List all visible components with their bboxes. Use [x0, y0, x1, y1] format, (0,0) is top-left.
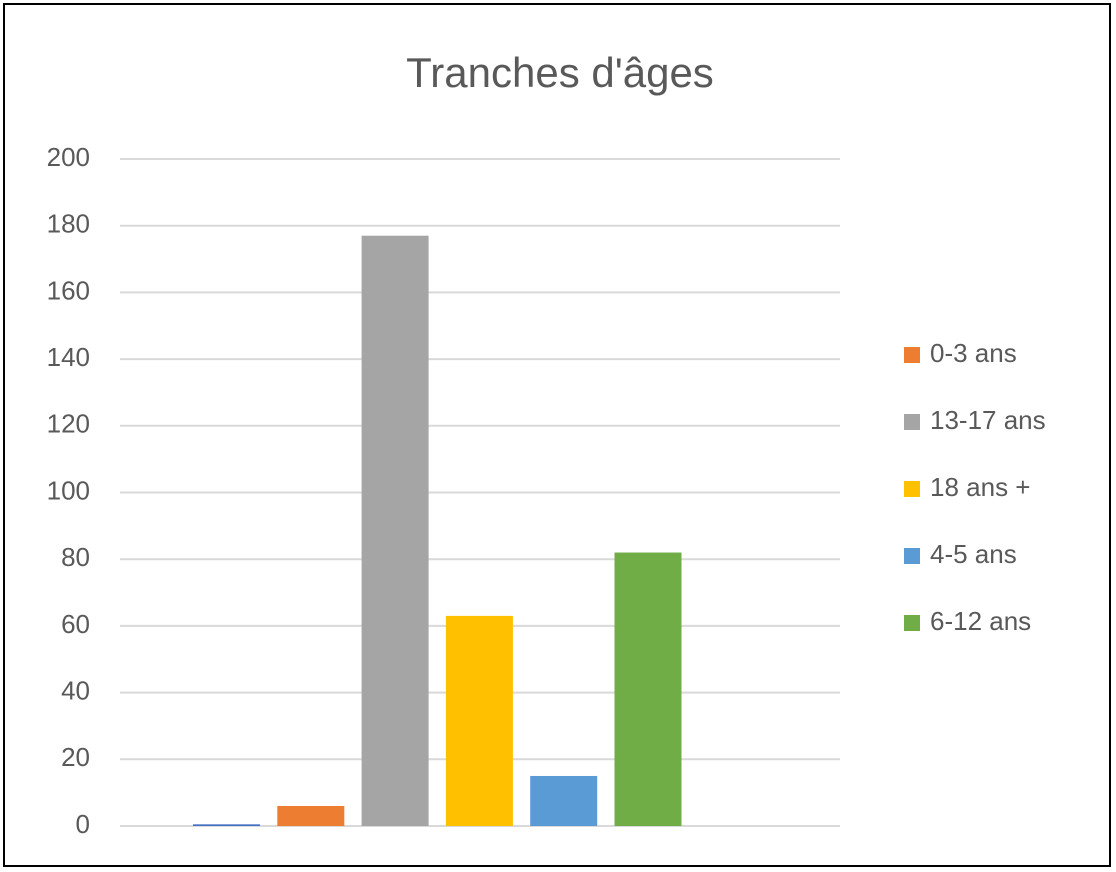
legend-swatch: [904, 347, 920, 363]
legend-label: 13-17 ans: [930, 405, 1046, 435]
y-tick-label: 180: [47, 209, 90, 239]
y-tick-label: 20: [61, 742, 90, 772]
bar: [277, 805, 345, 826]
y-tick-label: 0: [76, 809, 90, 839]
legend-swatch: [904, 481, 920, 497]
bar: [193, 824, 260, 826]
legend-swatch: [904, 414, 920, 430]
legend-label: 18 ans +: [930, 472, 1030, 502]
legend-swatch: [904, 615, 920, 631]
y-tick-label: 120: [47, 409, 90, 439]
bar: [614, 552, 682, 826]
legend-label: 0-3 ans: [930, 338, 1017, 368]
bar: [530, 775, 598, 826]
y-tick-label: 40: [61, 675, 90, 705]
y-tick-label: 160: [47, 275, 90, 305]
legend-label: 6-12 ans: [930, 606, 1031, 636]
legend-swatch: [904, 548, 920, 564]
y-tick-label: 80: [61, 542, 90, 572]
bar: [445, 615, 513, 826]
chart-title: Tranches d'âges: [406, 49, 714, 96]
chart-frame: [3, 3, 1111, 867]
y-tick-label: 200: [47, 142, 90, 172]
bar: [361, 235, 429, 826]
y-tick-label: 60: [61, 609, 90, 639]
y-tick-label: 100: [47, 475, 90, 505]
y-tick-label: 140: [47, 342, 90, 372]
legend-label: 4-5 ans: [930, 539, 1017, 569]
